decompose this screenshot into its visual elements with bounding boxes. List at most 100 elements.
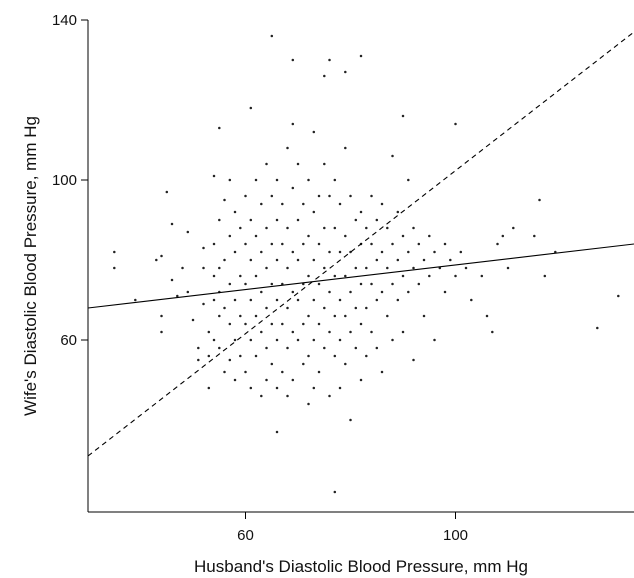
data-point — [323, 74, 326, 78]
data-point — [307, 234, 310, 238]
data-point — [338, 386, 342, 390]
y-axis-title: Wife's Diastolic Blood Pressure, mm Hg — [21, 116, 40, 416]
data-point — [223, 306, 226, 310]
data-point — [417, 242, 421, 246]
data-point — [228, 178, 232, 182]
data-point — [380, 290, 384, 294]
data-point — [380, 370, 384, 374]
data-point — [422, 258, 426, 262]
data-points — [113, 34, 620, 494]
data-point — [296, 338, 300, 342]
data-point — [281, 242, 284, 246]
data-point — [454, 274, 457, 278]
data-point — [344, 362, 347, 366]
data-point — [212, 274, 216, 278]
data-point — [344, 234, 347, 238]
data-point — [228, 322, 232, 326]
data-point — [328, 330, 331, 334]
data-point — [239, 314, 242, 318]
data-point — [260, 290, 263, 294]
data-point — [464, 266, 468, 270]
data-point — [260, 202, 263, 206]
data-point — [291, 186, 295, 190]
data-point — [333, 178, 337, 182]
data-point — [254, 178, 258, 182]
data-point — [349, 194, 352, 198]
data-point — [391, 282, 394, 286]
data-point — [160, 314, 163, 318]
data-point — [212, 174, 216, 178]
data-point — [160, 330, 163, 334]
data-point — [312, 258, 316, 262]
data-point — [338, 298, 342, 302]
data-point — [396, 298, 400, 302]
data-point — [428, 274, 431, 278]
data-point — [312, 298, 316, 302]
data-point — [496, 242, 499, 246]
data-point — [281, 322, 284, 326]
data-point — [186, 230, 190, 234]
data-point — [270, 322, 274, 326]
data-point — [454, 122, 457, 126]
data-point — [380, 250, 384, 254]
data-point — [270, 242, 274, 246]
data-point — [270, 34, 274, 38]
data-point — [433, 250, 436, 254]
data-point — [286, 394, 289, 398]
data-point — [543, 274, 547, 278]
data-point — [265, 378, 268, 382]
data-point — [407, 178, 410, 182]
data-point — [212, 338, 216, 342]
data-point — [328, 290, 331, 294]
y-tick-label: 140 — [52, 12, 77, 29]
data-point — [391, 338, 394, 342]
data-point — [291, 330, 295, 334]
data-point — [270, 362, 274, 366]
data-point — [302, 242, 305, 246]
data-point — [412, 358, 415, 362]
data-point — [113, 250, 116, 254]
data-point — [134, 298, 137, 302]
data-point — [307, 402, 310, 406]
data-point — [244, 322, 247, 326]
data-point — [265, 266, 268, 270]
data-point — [160, 254, 163, 258]
data-point — [233, 298, 237, 302]
data-point — [155, 258, 158, 262]
data-point — [223, 370, 226, 374]
dashed-line — [87, 31, 634, 457]
data-point — [344, 274, 347, 278]
data-point — [307, 274, 310, 278]
data-point — [375, 218, 379, 222]
data-point — [249, 106, 253, 110]
data-point — [223, 258, 226, 262]
data-point — [218, 218, 221, 222]
data-point — [218, 126, 221, 130]
data-point — [249, 338, 253, 342]
data-point — [386, 226, 389, 230]
data-point — [401, 114, 405, 118]
data-point — [249, 218, 253, 222]
data-point — [218, 314, 221, 318]
data-point — [307, 178, 310, 182]
data-point — [333, 226, 337, 230]
data-point — [249, 258, 253, 262]
data-point — [254, 354, 258, 358]
data-point — [260, 330, 263, 334]
data-point — [323, 226, 326, 230]
data-point — [354, 218, 358, 222]
data-point — [359, 378, 363, 382]
data-point — [333, 274, 337, 278]
data-point — [254, 314, 258, 318]
data-point — [407, 250, 410, 254]
data-point — [512, 226, 515, 230]
data-point — [533, 234, 536, 238]
data-point — [249, 298, 253, 302]
data-point — [181, 266, 184, 270]
data-point — [244, 242, 247, 246]
data-point — [370, 330, 373, 334]
data-point — [344, 70, 347, 74]
data-point — [296, 218, 300, 222]
data-point — [338, 338, 342, 342]
